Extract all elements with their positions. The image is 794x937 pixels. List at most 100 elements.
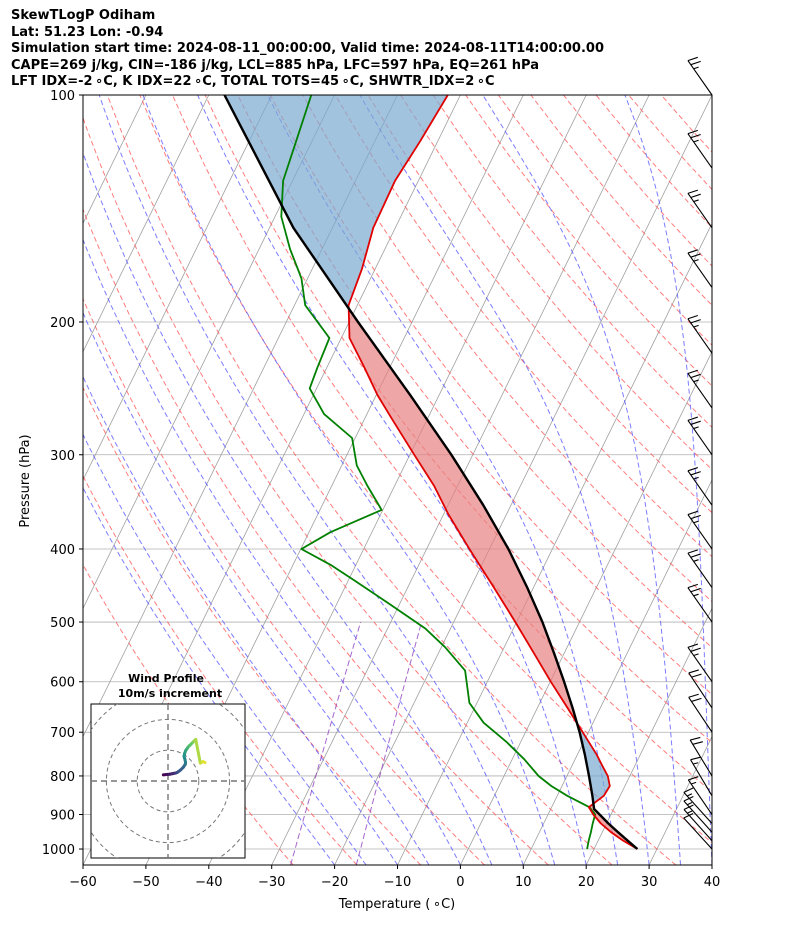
dry-adiabat-line (83, 116, 613, 865)
hodograph: Wind Profile 10m/s increment (90, 672, 246, 859)
time-line: Simulation start time: 2024-08-11_00:00:… (11, 41, 604, 56)
axes-ticks: −60 −50 −40 −30 −20 −10 0 10 20 30 40 1000 900 800 700… (42, 89, 720, 890)
wind-barb (690, 756, 713, 797)
wind-barb-staff (689, 739, 713, 777)
wind-barb (687, 549, 713, 588)
x-axis-label: Temperature ( ∘C) (338, 897, 455, 912)
wind-barb-staff (687, 552, 713, 588)
wind-barb-flag (690, 253, 701, 258)
wind-barb-half (686, 793, 693, 797)
wind-barb-half (693, 593, 699, 597)
wind-barb-flag (691, 673, 702, 678)
wind-barb-staff (683, 817, 713, 850)
wind-barb-flag (690, 319, 701, 324)
wind-barb-staff (688, 696, 713, 733)
moist-adiabat-line (83, 375, 398, 865)
wind-barb (687, 314, 713, 354)
wind-barb (683, 796, 713, 833)
moist-adiabat-line (624, 95, 712, 865)
wind-barb-flag (692, 741, 704, 745)
x-tick-label: −40 (195, 875, 222, 890)
wind-barb (687, 369, 713, 409)
wind-barb-flag (687, 549, 698, 554)
wind-barb-staff (687, 193, 713, 229)
hodograph-title: Wind Profile (128, 672, 204, 685)
wind-barb-flag (687, 583, 698, 589)
wind-barb (687, 643, 713, 683)
wind-barb (687, 189, 713, 229)
dry-adiabat-line (83, 297, 485, 865)
wind-barb-flag (690, 373, 701, 379)
y-tick-label: 200 (50, 316, 75, 331)
wind-barb-half (687, 801, 693, 806)
moist-adiabat-line (359, 95, 650, 865)
x-tick-label: −10 (384, 875, 411, 890)
chart-title: SkewTLogP Odiham (11, 8, 156, 23)
wind-barb-flag (683, 804, 694, 810)
wind-barb-flag (690, 514, 701, 520)
wind-barb-flag (683, 787, 694, 793)
wind-barb-half (693, 199, 699, 203)
wind-barb-flag (687, 314, 698, 320)
wind-barb-flag (687, 189, 698, 194)
wind-barb-flag (688, 776, 699, 781)
isotherm-line (208, 95, 587, 865)
dry-adiabat-line (530, 95, 712, 306)
wind-barb-half (687, 810, 693, 814)
wind-barb-staff (687, 133, 713, 169)
profiles (223, 95, 639, 850)
moist-adiabat-line (83, 238, 461, 865)
wind-barb-flag (690, 756, 701, 761)
wind-barb-flag (690, 647, 701, 652)
y-tick-label: 900 (50, 809, 75, 824)
hodograph-segment (201, 760, 207, 765)
wind-barb (689, 736, 713, 777)
location-line: Lat: 51.23 Lon: -0.94 (11, 24, 164, 40)
wind-barb-flag (690, 471, 701, 476)
wind-barb (688, 693, 713, 733)
wind-barb-flag (688, 669, 699, 674)
wind-barb-staff (687, 420, 713, 456)
wind-barb-flag (687, 249, 698, 254)
wind-barb-flag (691, 697, 702, 702)
wind-barb-staff (687, 470, 713, 506)
cin-area (224, 95, 448, 306)
wind-barb-staff (687, 373, 713, 409)
wind-barb (687, 583, 713, 623)
x-tick-label: −20 (321, 875, 348, 890)
x-tick-label: 20 (578, 875, 595, 890)
dry-adiabat-line (432, 95, 712, 428)
wind-barb-staff (683, 800, 713, 833)
wind-barb-flag (683, 812, 694, 819)
dry-adiabat-line (172, 95, 712, 793)
wind-barb-flag (687, 369, 698, 375)
wind-barb (688, 669, 713, 709)
wind-barb-staff (687, 60, 713, 96)
wind-barb-flag (690, 553, 701, 558)
wind-barb-flag (690, 193, 701, 198)
y-tick-label: 1000 (42, 843, 75, 858)
moist-adiabat-line (197, 95, 587, 865)
wind-barb-staff (688, 672, 713, 709)
isotherm-line (83, 95, 210, 353)
y-tick-label: 700 (50, 726, 75, 741)
dry-adiabat-line (660, 95, 712, 153)
dry-adiabat-line (563, 95, 712, 267)
isotherm-line (648, 735, 712, 865)
mixing-ratio-line (290, 621, 362, 865)
wind-barb-flag (687, 643, 698, 648)
y-tick-label: 300 (50, 449, 75, 464)
wind-barb-half (693, 520, 699, 524)
x-tick-label: 0 (456, 875, 464, 890)
wind-barb-staff (687, 647, 713, 683)
cape-line: CAPE=269 j/kg, CIN=-186 j/kg, LCL=885 hP… (11, 57, 539, 73)
wind-barb-flag (690, 60, 701, 66)
hodograph-segment (194, 737, 202, 765)
dry-adiabat-line (628, 95, 712, 191)
isotherm-line (334, 95, 712, 865)
isotherm-line (83, 95, 335, 610)
wind-barb-half (693, 379, 699, 383)
wind-barb-flag (687, 467, 698, 472)
moist-adiabat-line (83, 151, 493, 865)
